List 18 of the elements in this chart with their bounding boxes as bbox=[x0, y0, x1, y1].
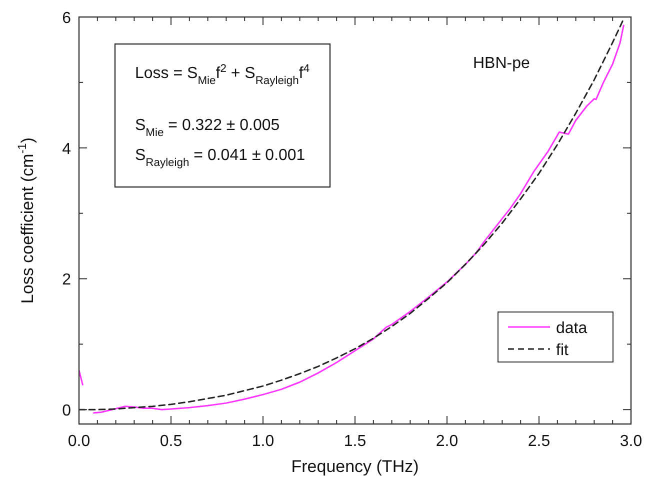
annotation: Loss = S$_{Mie}$f$^{2}$ + S$_{Rayleigh}$f$^{4}$ bbox=[135, 63, 310, 87]
annotation: S$_{Mie}$ = 0.322 ± 0.005 bbox=[135, 117, 280, 139]
x-tick-label: 2.0 bbox=[436, 433, 458, 450]
x-tick-label: 1.5 bbox=[344, 433, 366, 450]
x-tick-label: 3.0 bbox=[620, 433, 642, 450]
x-axis-title: Frequency (THz) bbox=[291, 457, 419, 476]
x-tick-label: 0.5 bbox=[160, 433, 182, 450]
x-tick-label: 0.0 bbox=[68, 433, 90, 450]
annotation: HBN-pe bbox=[473, 55, 530, 72]
x-tick-label: 1.0 bbox=[252, 433, 274, 450]
y-tick-label: 6 bbox=[62, 10, 72, 27]
y-tick-label: 2 bbox=[62, 272, 72, 289]
y-tick-label: 4 bbox=[62, 140, 72, 158]
annotation: S$_{Rayleigh}$ = 0.041 ± 0.001 bbox=[135, 147, 306, 169]
legend-label: data bbox=[556, 320, 588, 337]
legend-label: fit bbox=[556, 342, 569, 359]
x-tick-label: 2.5 bbox=[528, 433, 550, 450]
y-tick-label: 0 bbox=[62, 402, 72, 420]
